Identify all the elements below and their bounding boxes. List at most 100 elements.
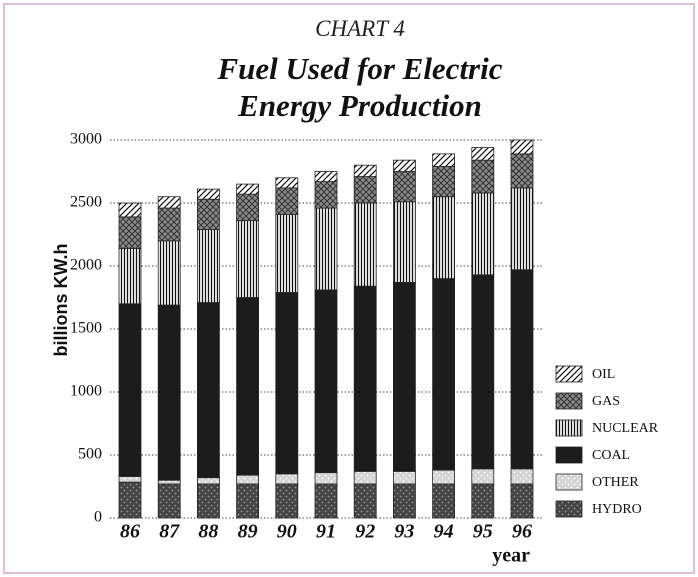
legend-label: OTHER [592, 475, 639, 490]
bar-segment [510, 139, 534, 155]
x-tick-label: 88 [198, 521, 218, 543]
bar-segment [275, 473, 299, 485]
bar-segment [510, 468, 534, 485]
bar-segment [118, 202, 142, 218]
bar-segment [236, 297, 260, 476]
bar-segment [510, 483, 534, 519]
bar-segment [118, 476, 142, 483]
y-tick-label: 2000 [70, 257, 102, 274]
x-tick-label: 86 [120, 521, 140, 543]
chart-title: Fuel Used for Electric Energy Production [217, 51, 503, 123]
bar-segment [353, 176, 377, 204]
bar-segment [157, 240, 181, 306]
bar-segment [314, 289, 338, 474]
legend-label: NUCLEAR [592, 421, 659, 436]
bar-segment [118, 247, 142, 305]
bar-segment [157, 483, 181, 519]
legend-swatch [555, 473, 583, 491]
bar-segment [236, 193, 260, 222]
bar-segment [314, 207, 338, 291]
bar-segment [392, 171, 416, 203]
x-tick-label: 93 [394, 521, 414, 543]
bar-segment [196, 188, 220, 200]
bar-segment [275, 177, 299, 189]
x-tick-label: 96 [512, 521, 532, 543]
legend-label: OIL [592, 367, 615, 382]
bar-segment [275, 187, 299, 215]
y-tick-label: 1500 [70, 320, 102, 337]
bar-segment [314, 181, 338, 209]
bar-segment [275, 213, 299, 293]
bar-segment [392, 470, 416, 485]
bar-segment [196, 302, 220, 479]
x-tick-label: 95 [473, 521, 493, 543]
x-tick-label: 91 [316, 521, 336, 543]
bar-segment [392, 159, 416, 172]
bar-segment [275, 483, 299, 519]
bar-segment [353, 470, 377, 485]
bar-segment [392, 281, 416, 472]
x-tick-label: 89 [238, 521, 258, 543]
bar-segment [157, 304, 181, 481]
bar-segment [118, 303, 142, 477]
legend-swatch [555, 500, 583, 518]
bar-segment [432, 483, 456, 519]
bar-segment [392, 201, 416, 283]
bar-segment [471, 274, 495, 470]
bar-segment [510, 269, 534, 470]
bar-segment [236, 483, 260, 519]
bar-segment [471, 483, 495, 519]
legend-label: HYDRO [592, 502, 642, 517]
bar-segment [471, 468, 495, 485]
bar-segment [157, 196, 181, 209]
x-tick-label: 87 [159, 521, 180, 543]
bar-segment [118, 216, 142, 249]
x-axis-label: year [492, 545, 530, 567]
bar-segment [432, 469, 456, 485]
legend-swatch [555, 365, 583, 383]
x-tick-label: 94 [434, 521, 454, 543]
bar-segment [236, 474, 260, 485]
bar-segment [157, 479, 181, 485]
legend-label: GAS [592, 394, 620, 409]
bar-segment [432, 278, 456, 471]
bar-segment [275, 292, 299, 475]
bar-segment [118, 481, 142, 519]
bar-segment [510, 187, 534, 271]
bar-segment [471, 159, 495, 194]
legend-label: COAL [592, 448, 630, 463]
y-axis-label: billions KW.h [51, 244, 71, 357]
chart-supertitle: CHART 4 [315, 16, 405, 41]
legend-swatch [555, 392, 583, 410]
legend-swatch [555, 446, 583, 464]
y-tick-label: 0 [94, 509, 102, 526]
bar-segment [432, 166, 456, 198]
bar-segment [196, 229, 220, 303]
y-tick-label: 1000 [70, 383, 102, 400]
bar-segment [353, 202, 377, 287]
bar-segment [314, 171, 338, 182]
bar-segment [236, 183, 260, 195]
bar-segment [314, 472, 338, 485]
bar-segment [392, 483, 416, 519]
x-tick-label: 92 [355, 521, 375, 543]
y-tick-label: 500 [78, 446, 102, 463]
frame [3, 3, 695, 574]
bar-segment [432, 153, 456, 167]
bar-segment [196, 483, 220, 519]
x-tick-label: 90 [277, 521, 297, 543]
bar-segment [353, 164, 377, 177]
y-tick-label: 3000 [70, 131, 102, 148]
bar-segment [353, 285, 377, 472]
bar-segment [157, 207, 181, 242]
bar-segment [196, 477, 220, 485]
bar-segment [353, 483, 377, 519]
bar-segment [510, 153, 534, 189]
bar-segment [471, 147, 495, 161]
bar-segment [236, 220, 260, 298]
y-tick-label: 2500 [70, 194, 102, 211]
bar-segment [196, 198, 220, 230]
bar-segment [314, 483, 338, 519]
